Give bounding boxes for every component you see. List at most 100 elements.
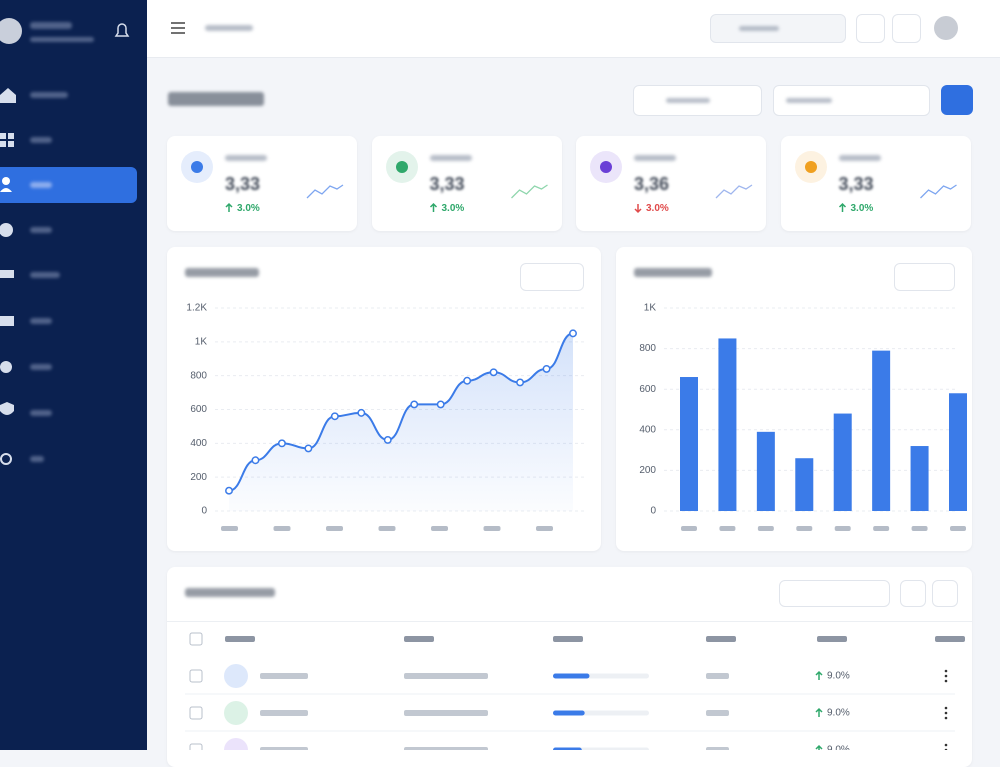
header-blur [225,636,255,642]
filter-select[interactable] [773,85,930,116]
x-label-blur [911,526,928,531]
avatar [224,664,248,688]
trend-arrow [429,202,438,212]
header-blur [935,636,965,642]
trend-arrow [815,744,823,750]
x-label-blur [834,526,851,531]
y-tick-label: 200 [639,465,656,476]
checkbox [189,669,203,683]
change: 9.0% [827,671,850,682]
cell-blur [706,747,729,750]
y-tick-label: 0 [650,506,656,517]
header-blur [706,636,736,642]
x-label-blur [719,526,736,531]
x-label-blur [483,526,501,531]
card-icon [385,151,418,183]
cell-blur [260,710,308,716]
point [463,376,472,385]
active-item[interactable] [0,167,137,203]
trend-arrow [225,202,233,212]
header-blur [817,636,847,642]
sparkline [715,184,753,199]
cell-blur [404,747,488,750]
menu-dot [944,674,948,678]
checkbox [189,632,203,646]
card-change: 3.0% [237,203,260,214]
point [569,329,577,338]
menu-dot [944,679,948,683]
y-tick-label: 400 [190,438,207,449]
y-tick-label: 800 [190,370,207,381]
chart-layer: 0 200 400 600 800 1K 1.2K 0 200 400 600 800 1K 9.0% 9.… [185,184,967,750]
filter-button[interactable] [941,85,973,115]
y-tick-label: 600 [190,404,207,415]
point [225,486,233,495]
stat-card: 3,33 3.0% [780,136,971,231]
bar [872,350,891,511]
bar [833,413,852,511]
card-value: 3,33 [838,174,874,194]
sparkline [306,184,344,199]
bar [910,446,929,511]
x-label-blur [221,526,238,531]
card-value: 3,36 [634,174,670,194]
avatar [224,738,248,750]
point [357,408,366,417]
x-label-blur [431,526,448,531]
trend-arrow [634,204,642,214]
header-blur [553,636,583,642]
y-tick-label: 1K [644,303,657,314]
trend-arrow [838,202,847,212]
point [383,436,392,444]
bar [795,458,814,511]
avatar [0,18,22,44]
point [489,368,498,377]
card-value: 3,33 [429,174,465,194]
y-tick-label: 800 [639,343,656,354]
card-change: 3.0% [850,203,874,214]
cell-blur [404,710,488,716]
point [542,364,551,373]
download-button[interactable] [892,14,921,43]
cell-blur [706,710,729,716]
card-change: 3.0% [646,203,669,214]
bar [718,338,737,511]
y-tick-label: 0 [201,506,207,517]
menu-dot [944,743,948,747]
sparkline [920,184,957,199]
card-change: 3.0% [441,203,465,214]
sparkline [511,184,548,199]
cell-blur [260,673,308,679]
menu-dot [944,706,948,710]
point [436,400,445,409]
point [410,400,419,409]
y-tick-label: 400 [639,424,656,435]
menu-dot [944,669,948,673]
search[interactable] [710,14,846,43]
bar [680,377,698,511]
x-label-blur [757,526,774,531]
card-value: 3,33 [225,174,261,194]
top-bar [147,0,1000,58]
card-icon [794,151,827,183]
point [304,444,313,453]
bar [756,431,775,511]
table-card [167,567,972,767]
stat-card: 3,33 3.0% [167,136,357,231]
date-select[interactable] [633,85,762,116]
sidebar-icons [0,23,130,465]
y-tick-label: 1K [195,336,208,347]
avatar [224,701,248,725]
stat-card: 3,36 3.0% [576,136,766,231]
y-tick-label: 600 [639,384,656,395]
point [277,439,286,448]
point [251,456,260,465]
x-label-blur [273,526,291,531]
point [330,412,339,421]
calendar-button[interactable] [856,14,885,43]
menu-icon[interactable] [171,22,185,34]
user-avatar[interactable] [934,16,958,40]
sidebar [0,0,147,750]
x-label-blur [796,526,813,531]
